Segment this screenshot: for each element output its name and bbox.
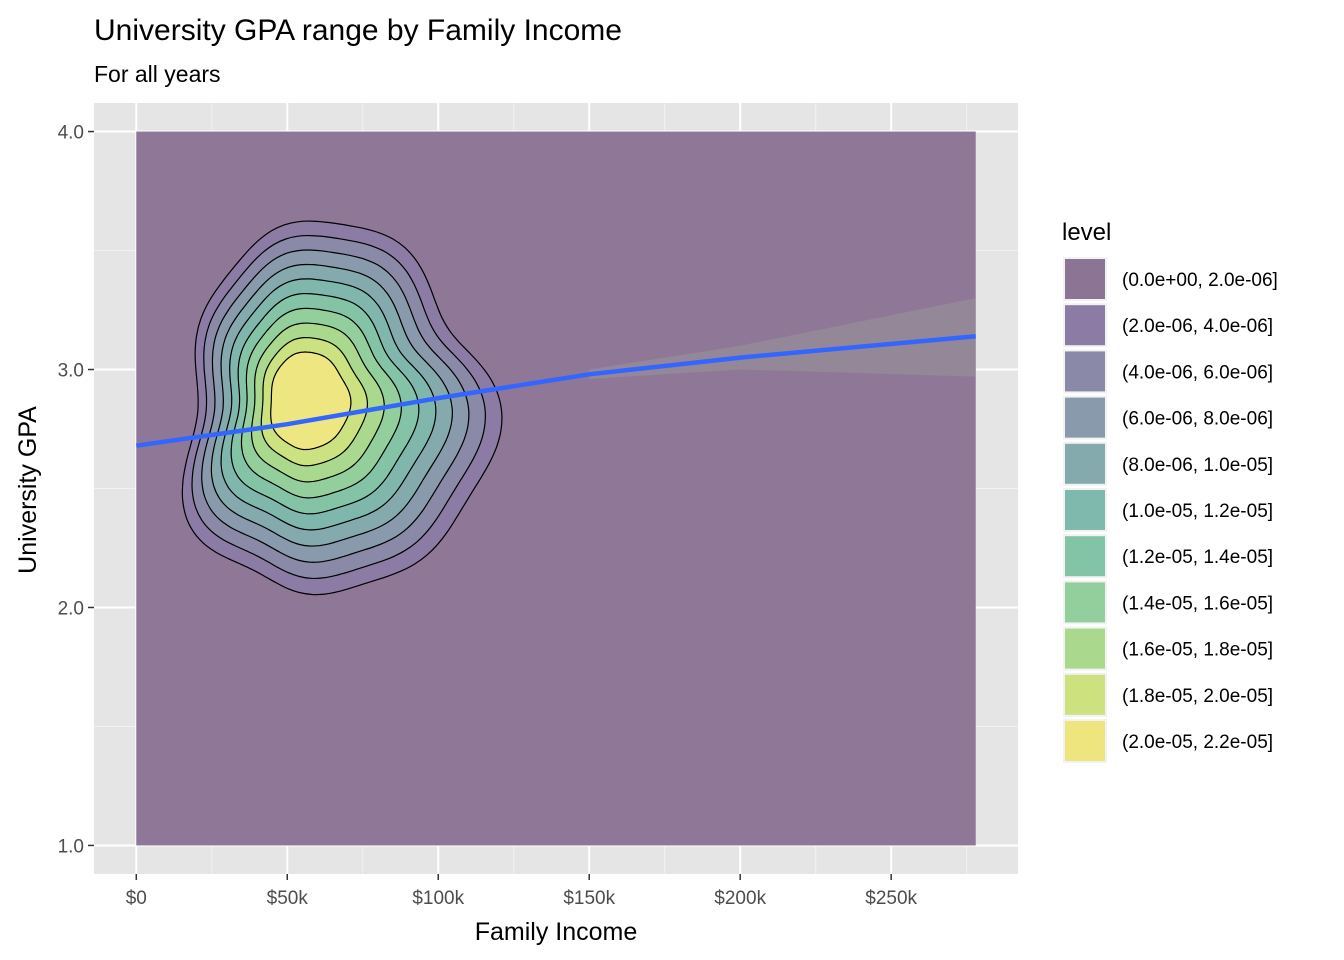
legend-swatch xyxy=(1065,351,1105,392)
y-tick-label: 2.0 xyxy=(58,598,84,619)
legend-label: (2.0e-05, 2.2e-05] xyxy=(1122,732,1273,753)
x-tick-label: $100k xyxy=(412,888,464,909)
legend-label: (1.6e-05, 1.8e-05] xyxy=(1122,640,1273,661)
legend-label: (1.0e-05, 1.2e-05] xyxy=(1122,501,1273,522)
legend-swatch xyxy=(1065,536,1105,577)
legend-swatch xyxy=(1065,305,1105,346)
legend-swatch xyxy=(1065,582,1105,623)
legend-swatch xyxy=(1065,628,1105,669)
legend-swatch xyxy=(1065,397,1105,438)
x-axis: $0 $50k $100k $150k $200k $250k xyxy=(126,874,918,909)
legend-label: (4.0e-06, 6.0e-06] xyxy=(1122,362,1273,383)
x-tick-label: $200k xyxy=(714,888,766,909)
y-tick-label: 1.0 xyxy=(58,836,84,857)
legend-label: (6.0e-06, 8.0e-06] xyxy=(1122,409,1273,430)
y-axis: 1.0 2.0 3.0 4.0 xyxy=(58,123,94,857)
legend-label: (1.4e-05, 1.6e-05] xyxy=(1122,593,1273,614)
x-axis-label: Family Income xyxy=(475,918,638,946)
legend-title: level xyxy=(1062,219,1111,246)
legend-label: (8.0e-06, 1.0e-05] xyxy=(1122,455,1273,476)
x-tick-label: $150k xyxy=(563,888,615,909)
x-tick-label: $50k xyxy=(267,888,309,909)
legend-label: (1.8e-05, 2.0e-05] xyxy=(1122,686,1273,707)
chart-subtitle: For all years xyxy=(94,61,221,87)
legend-label: (1.2e-05, 1.4e-05] xyxy=(1122,547,1273,568)
legend-swatch xyxy=(1065,443,1105,484)
plot-panel xyxy=(94,103,1018,874)
trend-confidence-band xyxy=(589,298,976,380)
legend-swatch xyxy=(1065,674,1105,715)
y-tick-label: 4.0 xyxy=(58,123,84,144)
legend: level (0.0e+00, 2.0e-06] (2.0e-06, 4.0e-0… xyxy=(1062,219,1278,763)
x-tick-label: $250k xyxy=(865,888,917,909)
x-tick-label: $0 xyxy=(126,888,147,909)
legend-label: (2.0e-06, 4.0e-06] xyxy=(1122,316,1273,337)
legend-label: (0.0e+00, 2.0e-06] xyxy=(1122,270,1278,291)
legend-swatch xyxy=(1065,259,1105,299)
y-tick-label: 3.0 xyxy=(58,361,84,382)
chart-title: University GPA range by Family Income xyxy=(94,14,622,47)
trend-line xyxy=(135,333,976,448)
legend-swatch xyxy=(1065,490,1105,530)
y-axis-label: University GPA xyxy=(14,406,42,574)
legend-swatch xyxy=(1065,721,1105,761)
